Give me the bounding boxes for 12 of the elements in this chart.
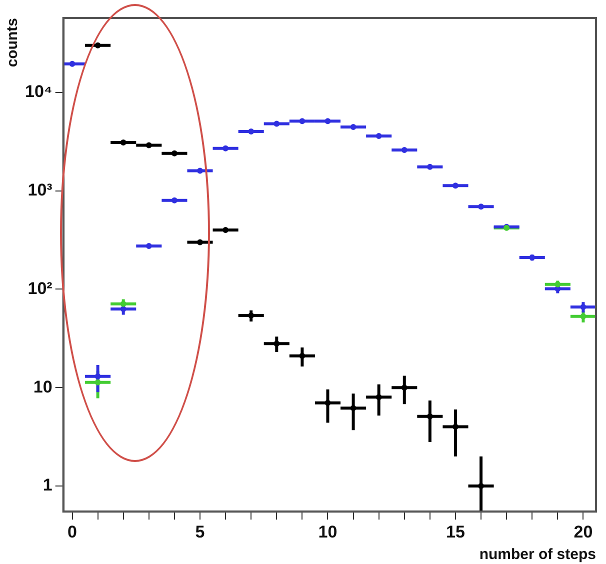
x-tick-label: 5 — [195, 522, 205, 542]
y-tick-label: 10³ — [28, 180, 53, 200]
y-tick-label: 10 — [33, 377, 52, 396]
x-tick-label: 10 — [318, 522, 338, 542]
y-tick-label: 1 — [42, 476, 52, 495]
x-tick-label: 15 — [446, 522, 465, 542]
x-tick-label: 0 — [68, 522, 77, 542]
y-tick-label: 10² — [28, 278, 53, 298]
y-tick-label: 10⁴ — [24, 82, 52, 102]
x-axis-title: number of steps — [479, 546, 596, 564]
x-tick-label: 20 — [574, 522, 593, 542]
y-axis-title: counts — [4, 18, 22, 68]
